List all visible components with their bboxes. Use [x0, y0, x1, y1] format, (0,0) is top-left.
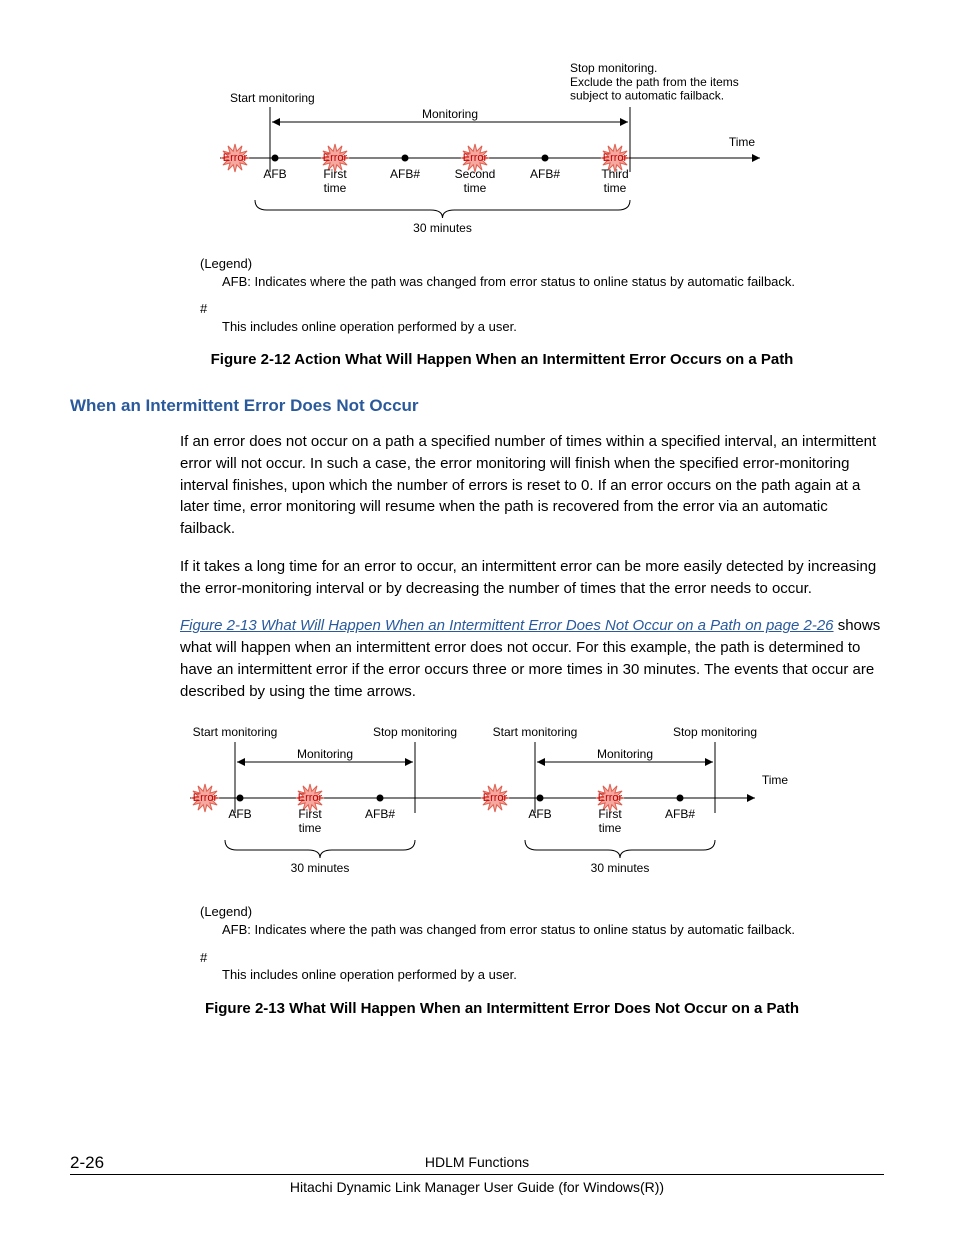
svg-text:AFB#: AFB# [365, 807, 395, 821]
svg-text:Monitoring: Monitoring [297, 747, 353, 761]
svg-text:Stop monitoring: Stop monitoring [373, 725, 457, 739]
svg-text:Monitoring: Monitoring [422, 107, 478, 121]
svg-text:Start monitoring: Start monitoring [230, 91, 315, 105]
paragraph-1: If an error does not occur on a path a s… [180, 431, 884, 540]
paragraph-2: If it takes a long time for an error to … [180, 556, 884, 600]
svg-text:AFB#: AFB# [530, 167, 560, 181]
svg-text:Error: Error [193, 792, 218, 804]
figure-2-13-caption: Figure 2-13 What Will Happen When an Int… [180, 998, 824, 1019]
figure-2-12-diagram: Stop monitoring.Exclude the path from th… [200, 60, 884, 245]
svg-text:Firsttime: Firsttime [298, 807, 322, 835]
svg-text:Thirdtime: Thirdtime [601, 167, 628, 195]
svg-text:Error: Error [598, 792, 623, 804]
legend2-afb: AFB: Indicates where the path was change… [222, 921, 884, 939]
svg-text:Time: Time [762, 773, 789, 787]
legend2-hash: # [200, 949, 884, 967]
figure-2-12-caption: Figure 2-12 Action What Will Happen When… [180, 349, 824, 370]
svg-text:Start monitoring: Start monitoring [193, 725, 278, 739]
svg-text:AFB: AFB [228, 807, 251, 821]
page-footer: 2-26 HDLM Functions Hitachi Dynamic Link… [70, 1154, 884, 1195]
legend2-hash-line: This includes online operation performed… [222, 966, 884, 984]
svg-text:Error: Error [298, 792, 323, 804]
svg-text:Error: Error [463, 152, 488, 164]
svg-text:AFB: AFB [528, 807, 551, 821]
svg-text:AFB#: AFB# [665, 807, 695, 821]
svg-text:Stop monitoring: Stop monitoring [673, 725, 757, 739]
section-heading: When an Intermittent Error Does Not Occu… [70, 396, 884, 416]
svg-text:Error: Error [223, 152, 248, 164]
svg-text:AFB#: AFB# [390, 167, 420, 181]
footer-title: HDLM Functions [70, 1154, 884, 1170]
paragraph-3: Figure 2-13 What Will Happen When an Int… [180, 615, 884, 702]
svg-text:Secondtime: Secondtime [455, 167, 496, 195]
legend-2: (Legend) AFB: Indicates where the path w… [200, 903, 884, 983]
svg-text:Error: Error [483, 792, 508, 804]
legend-hash: # [200, 300, 884, 318]
svg-text:Error: Error [323, 152, 348, 164]
svg-text:30 minutes: 30 minutes [413, 221, 472, 235]
legend-1: (Legend) AFB: Indicates where the path w… [200, 255, 884, 335]
svg-text:Error: Error [603, 152, 628, 164]
svg-text:30 minutes: 30 minutes [591, 861, 650, 875]
legend-title: (Legend) [200, 255, 884, 273]
legend-hash-line: This includes online operation performed… [222, 318, 884, 336]
legend-afb: AFB: Indicates where the path was change… [222, 273, 884, 291]
svg-text:Firsttime: Firsttime [323, 167, 347, 195]
svg-text:Stop monitoring.Exclude the pa: Stop monitoring.Exclude the path from th… [570, 61, 739, 103]
footer-subtitle: Hitachi Dynamic Link Manager User Guide … [70, 1179, 884, 1195]
page-number: 2-26 [70, 1153, 104, 1173]
svg-text:AFB: AFB [263, 167, 286, 181]
svg-text:30 minutes: 30 minutes [291, 861, 350, 875]
figure-2-13-link[interactable]: Figure 2-13 What Will Happen When an Int… [180, 617, 834, 634]
svg-text:Monitoring: Monitoring [597, 747, 653, 761]
svg-text:Start monitoring: Start monitoring [493, 725, 578, 739]
svg-text:Time: Time [729, 135, 756, 149]
svg-text:Firsttime: Firsttime [598, 807, 622, 835]
figure-2-13-diagram: Start monitoring Stop monitoring Start mon… [180, 718, 884, 893]
legend2-title: (Legend) [200, 903, 884, 921]
